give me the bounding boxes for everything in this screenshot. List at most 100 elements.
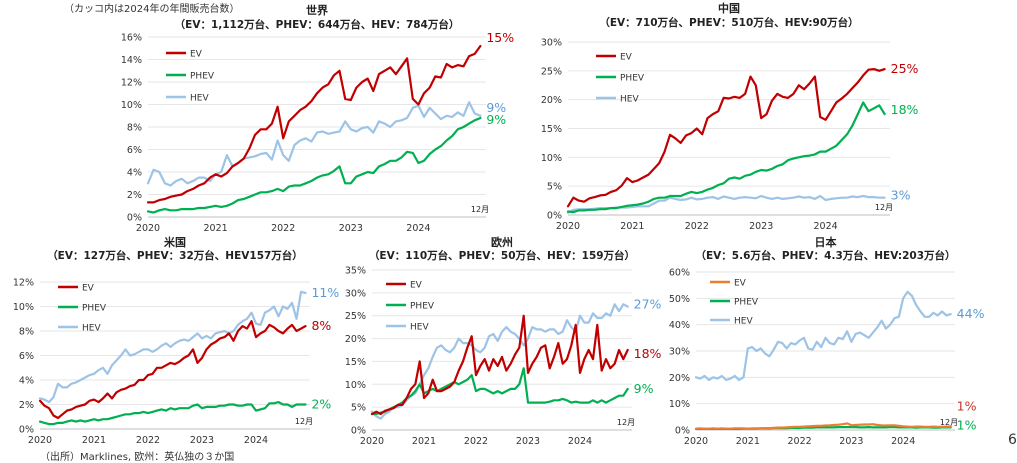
y-tick-label: 0% [19, 425, 34, 436]
month-label: 12月 [617, 418, 635, 427]
y-tick-label: 8% [127, 123, 142, 134]
y-tick-label: 16% [121, 33, 142, 44]
series-line-phev [38, 401, 307, 426]
y-tick-label: 30% [345, 288, 366, 299]
y-tick-label: 10% [121, 100, 142, 111]
y-tick-label: 4% [19, 376, 34, 387]
end-label-phev: 18% [891, 102, 919, 117]
legend-label-hev: HEV [410, 323, 429, 333]
y-tick-label: 2% [127, 190, 142, 201]
y-tick-label: 0% [127, 213, 142, 224]
y-tick-label: 10% [541, 153, 562, 164]
end-label-phev: 9% [634, 381, 654, 396]
series-line-ev [694, 422, 952, 430]
y-tick-label: 40% [669, 320, 690, 331]
x-tick-label: 2023 [749, 221, 773, 232]
series-line-phev [566, 101, 886, 214]
end-label-hev: 9% [486, 100, 506, 115]
y-tick-label: 14% [121, 55, 142, 66]
x-tick-label: 2024 [244, 435, 268, 446]
legend-label-ev: EV [82, 284, 95, 294]
y-tick-label: 20% [345, 334, 366, 345]
x-tick-label: 2023 [190, 435, 214, 446]
chart-subtitle: （EV：710万台、PHEV：510万台、HEV:90万台） [599, 16, 858, 29]
y-tick-label: 10% [13, 302, 34, 313]
chart-title: 中国 [718, 1, 740, 15]
month-label: 12月 [471, 205, 489, 214]
chart-subtitle: （EV：127万台、PHEV：32万台、HEV157万台） [47, 249, 303, 262]
y-tick-label: 2% [19, 400, 34, 411]
end-label-ev: 18% [634, 346, 662, 361]
x-tick-label: 2022 [685, 221, 709, 232]
legend-label-phev: PHEV [190, 72, 215, 82]
y-tick-label: 12% [121, 78, 142, 89]
x-tick-label: 2023 [339, 223, 363, 234]
x-tick-label: 2021 [204, 223, 228, 234]
y-tick-label: 10% [669, 399, 690, 410]
y-tick-label: 5% [351, 403, 366, 414]
x-tick-label: 2021 [736, 436, 760, 447]
chart-title: 米国 [163, 235, 186, 249]
x-tick-label: 2023 [839, 436, 863, 447]
end-label-hev: 44% [957, 306, 985, 321]
y-tick-label: 6% [127, 145, 142, 156]
y-tick-label: 20% [669, 373, 690, 384]
x-tick-label: 2023 [516, 436, 540, 447]
y-tick-label: 0% [547, 211, 562, 222]
y-tick-label: 4% [127, 168, 142, 179]
x-tick-label: 2022 [136, 435, 160, 446]
legend-label-ev: EV [190, 50, 203, 60]
series-line-hev [694, 290, 952, 382]
legend-label-hev: HEV [620, 95, 639, 105]
y-tick-label: 12% [13, 278, 34, 289]
y-tick-label: 15% [345, 357, 366, 368]
x-tick-label: 2021 [412, 436, 436, 447]
header-note: （カッコ内は2024年の年間販売台数） [64, 4, 240, 15]
x-tick-label: 2020 [360, 436, 384, 447]
series-line-hev [146, 101, 482, 187]
month-label: 12月 [295, 417, 313, 426]
legend-label-phev: PHEV [82, 304, 107, 314]
legend-label-phev: PHEV [734, 298, 759, 308]
source-note: （出所）Marklines, 欧州：英仏独の３か国 [40, 452, 235, 463]
series-line-ev [566, 67, 886, 208]
chart-title: 世界 [306, 3, 328, 17]
x-tick-label: 2024 [891, 436, 915, 447]
y-tick-label: 0% [675, 426, 690, 437]
series-line-phev [146, 116, 482, 214]
chart-subtitle: （EV：1,112万台、PHEV：644万台、HEV：784万台） [175, 18, 460, 31]
chart-subtitle: （EV：110万台、PHEV：50万台、HEV：159万台） [369, 249, 635, 262]
legend-label-ev: EV [734, 279, 747, 289]
x-tick-label: 2021 [620, 221, 644, 232]
x-tick-label: 2024 [814, 221, 838, 232]
y-tick-label: 20% [541, 95, 562, 106]
x-tick-label: 2024 [406, 223, 430, 234]
end-label-ev: 8% [311, 318, 331, 333]
y-tick-label: 25% [541, 66, 562, 77]
end-label-hev: 3% [891, 188, 911, 203]
legend-label-hev: HEV [734, 317, 753, 327]
y-tick-label: 60% [669, 268, 690, 279]
end-label-phev: 2% [311, 397, 331, 412]
series-line-ev [146, 44, 482, 204]
series-line-hev [38, 290, 307, 404]
series-line-phev [370, 367, 629, 416]
y-tick-label: 35% [345, 266, 366, 277]
x-tick-label: 2020 [28, 435, 52, 446]
y-tick-label: 15% [541, 124, 562, 135]
chart-subtitle: （EV：5.6万台、PHEV：4.3万台、HEV:203万台） [695, 249, 955, 262]
x-tick-label: 2020 [556, 221, 580, 232]
end-label-phev: 1% [957, 417, 977, 432]
page-number: 6 [1008, 432, 1017, 448]
x-tick-label: 2020 [136, 223, 160, 234]
legend-label-hev: HEV [190, 94, 209, 104]
legend-label-phev: PHEV [620, 74, 645, 84]
x-tick-label: 2022 [464, 436, 488, 447]
y-tick-label: 6% [19, 351, 34, 362]
y-tick-label: 25% [345, 311, 366, 322]
series-line-ev [38, 320, 307, 420]
